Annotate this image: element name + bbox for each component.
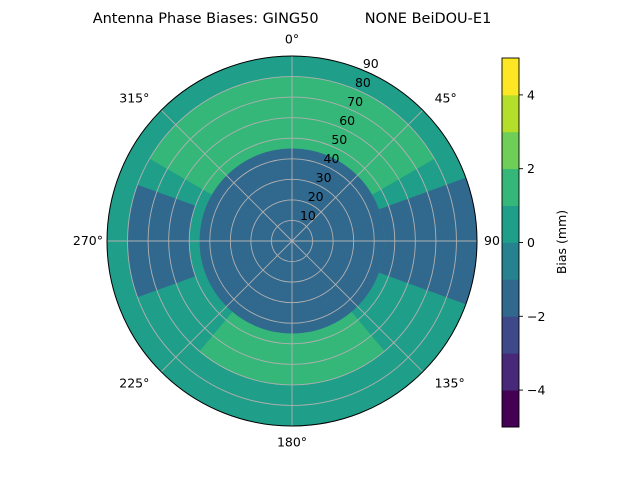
angular-tick-0: 0°	[285, 31, 299, 46]
radial-tick-20: 20	[308, 189, 324, 204]
radial-tick-80: 80	[355, 75, 371, 90]
radial-tick-labels: 10 20 30 40 50 60 70 80 90	[300, 56, 379, 223]
angular-tick-90: 90	[484, 233, 500, 248]
radial-tick-10: 10	[300, 208, 316, 223]
angular-tick-labels: 0° 45° 90 135° 180° 225° 270° 315°	[73, 31, 500, 449]
polar-outline	[106, 55, 478, 427]
grid-spoke-225	[160, 240, 293, 373]
grid-spoke-45	[291, 109, 424, 242]
radial-tick-60: 60	[339, 113, 355, 128]
angular-tick-180: 180°	[277, 435, 307, 450]
colorbar-tick-label: −2	[527, 309, 545, 324]
radial-tick-70: 70	[347, 94, 363, 109]
grid-spoke-315	[160, 109, 293, 242]
colorbar-segment-9	[502, 58, 519, 96]
colorbar-segment-7	[502, 131, 519, 170]
radial-tick-30: 30	[316, 170, 332, 185]
angular-tick-135: 135°	[435, 376, 465, 391]
colorbar-segment-6	[502, 168, 519, 206]
radial-tick-90: 90	[363, 56, 379, 71]
colorbar-segment-1	[502, 353, 519, 391]
colorbar-tick-label: 0	[527, 235, 535, 250]
colorbar-segment-2	[502, 316, 519, 354]
chart-title: Antenna Phase Biases: GING50 NONE BeiDOU…	[93, 11, 492, 27]
colorbar-label: Bias (mm)	[554, 210, 569, 274]
colorbar-tick-label: 4	[527, 87, 535, 102]
colorbar-segment-4	[502, 242, 519, 280]
angular-tick-270: 270°	[73, 233, 103, 248]
radial-tick-50: 50	[331, 132, 347, 147]
colorbar-segment-8	[502, 94, 519, 133]
angular-tick-45: 45°	[435, 90, 457, 105]
colorbar-segment-0	[502, 390, 519, 428]
colorbar-segment-3	[502, 279, 519, 317]
polar-grid	[106, 55, 478, 427]
colorbar: 4 2 0 −2 −4	[501, 57, 545, 428]
colorbar-segment-5	[502, 205, 519, 243]
angular-tick-315: 315°	[119, 90, 149, 105]
angular-tick-225: 225°	[119, 376, 149, 391]
colorbar-tick-label: 2	[527, 161, 535, 176]
grid-spoke-135	[291, 240, 424, 373]
colorbar-tick-label: −4	[527, 383, 545, 398]
radial-tick-40: 40	[324, 151, 340, 166]
